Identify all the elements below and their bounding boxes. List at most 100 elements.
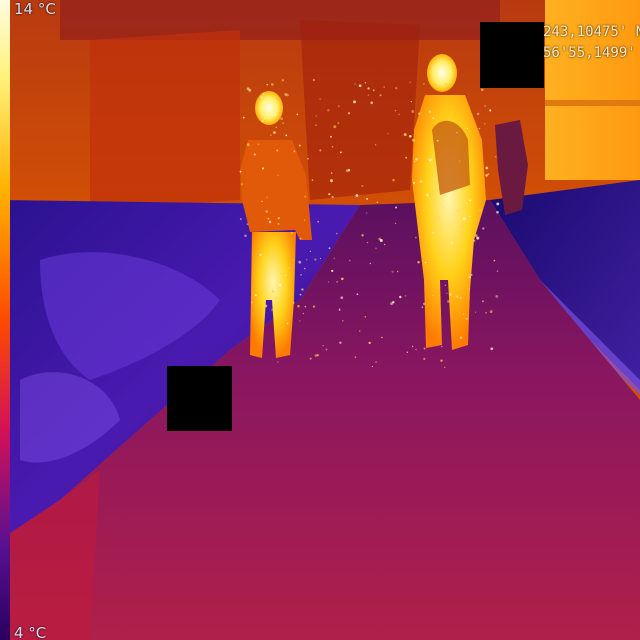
noise-speck xyxy=(336,280,339,283)
gps-overlay: 243,10475' N 56'55,1499' E xyxy=(543,22,640,64)
distant-figure xyxy=(495,120,528,215)
noise-speck xyxy=(485,311,487,314)
background-structure-2 xyxy=(300,20,420,200)
noise-speck xyxy=(423,83,425,85)
noise-speck xyxy=(348,259,351,262)
noise-speck xyxy=(302,312,305,315)
temperature-scale-bar xyxy=(0,0,10,640)
noise-speck xyxy=(305,258,308,261)
noise-speck xyxy=(375,361,377,363)
noise-speck xyxy=(413,160,416,163)
noise-speck xyxy=(408,134,412,138)
noise-speck xyxy=(392,178,395,182)
noise-speck xyxy=(276,149,279,152)
noise-speck xyxy=(467,204,470,206)
scale-min-label: 4 °C xyxy=(14,624,47,640)
noise-speck xyxy=(298,260,302,264)
noise-speck xyxy=(293,150,296,153)
noise-speck xyxy=(315,115,317,117)
noise-speck xyxy=(273,288,276,292)
noise-speck xyxy=(367,94,370,96)
noise-speck xyxy=(455,224,457,226)
gps-longitude: 56'55,1499' E xyxy=(543,45,640,61)
noise-speck xyxy=(266,83,268,86)
noise-speck xyxy=(246,143,250,147)
noise-speck xyxy=(319,149,322,152)
noise-speck xyxy=(286,322,289,325)
noise-speck xyxy=(455,295,459,298)
person-left-torso xyxy=(240,140,312,240)
noise-speck xyxy=(496,202,500,206)
noise-speck xyxy=(374,144,377,146)
noise-speck xyxy=(406,351,408,353)
noise-speck xyxy=(319,98,321,100)
noise-speck xyxy=(451,241,453,244)
noise-speck xyxy=(309,250,311,252)
noise-speck xyxy=(368,341,371,345)
noise-speck xyxy=(469,215,471,218)
noise-speck xyxy=(262,167,264,170)
noise-speck xyxy=(468,275,472,279)
noise-speck xyxy=(490,347,494,351)
noise-speck xyxy=(359,330,361,332)
noise-speck xyxy=(367,87,370,90)
noise-speck xyxy=(330,172,333,174)
noise-speck xyxy=(395,86,398,90)
noise-speck xyxy=(361,234,364,237)
noise-speck xyxy=(257,143,260,146)
noise-speck xyxy=(312,78,315,82)
noise-speck xyxy=(240,183,243,186)
noise-speck xyxy=(297,304,300,308)
noise-speck xyxy=(284,274,287,277)
noise-speck xyxy=(403,133,407,137)
noise-speck xyxy=(432,231,435,234)
noise-speck xyxy=(246,223,249,226)
noise-speck xyxy=(270,83,274,86)
noise-speck xyxy=(383,86,386,88)
noise-speck xyxy=(267,217,270,220)
noise-speck xyxy=(424,261,427,264)
noise-speck xyxy=(333,257,335,259)
noise-speck xyxy=(441,345,443,348)
noise-speck xyxy=(327,281,330,283)
noise-speck xyxy=(438,251,441,253)
noise-speck xyxy=(418,112,421,116)
cold-area-right xyxy=(490,180,640,390)
background-top-dark xyxy=(60,0,500,40)
noise-speck xyxy=(251,301,254,304)
noise-speck xyxy=(391,270,394,273)
noise-speck xyxy=(275,126,277,129)
person-right-head xyxy=(427,54,457,92)
noise-speck xyxy=(446,292,448,294)
cold-patch-left-2 xyxy=(20,372,120,463)
noise-speck xyxy=(473,239,476,242)
noise-speck xyxy=(405,156,408,159)
noise-speck xyxy=(264,304,268,308)
walkway xyxy=(0,200,640,640)
noise-speck xyxy=(411,110,415,113)
noise-speck xyxy=(265,210,269,213)
noise-speck xyxy=(330,179,333,183)
noise-speck xyxy=(379,94,382,97)
noise-speck xyxy=(340,296,344,300)
thermal-noise xyxy=(239,78,501,369)
noise-speck xyxy=(383,243,386,246)
noise-speck xyxy=(291,232,293,234)
person-left-legs xyxy=(250,232,296,358)
noise-speck xyxy=(440,359,443,362)
noise-speck xyxy=(361,185,364,187)
noise-speck xyxy=(466,127,468,130)
noise-speck xyxy=(296,113,299,116)
noise-speck xyxy=(307,157,309,160)
person-left-head xyxy=(255,91,283,125)
noise-speck xyxy=(335,232,338,235)
noise-speck xyxy=(239,218,242,221)
noise-speck xyxy=(299,237,302,240)
person-right-backpack xyxy=(432,120,470,195)
noise-speck xyxy=(331,145,334,148)
noise-speck xyxy=(424,205,427,208)
noise-speck xyxy=(399,295,402,299)
noise-speck xyxy=(353,100,356,104)
noise-speck xyxy=(340,151,342,154)
